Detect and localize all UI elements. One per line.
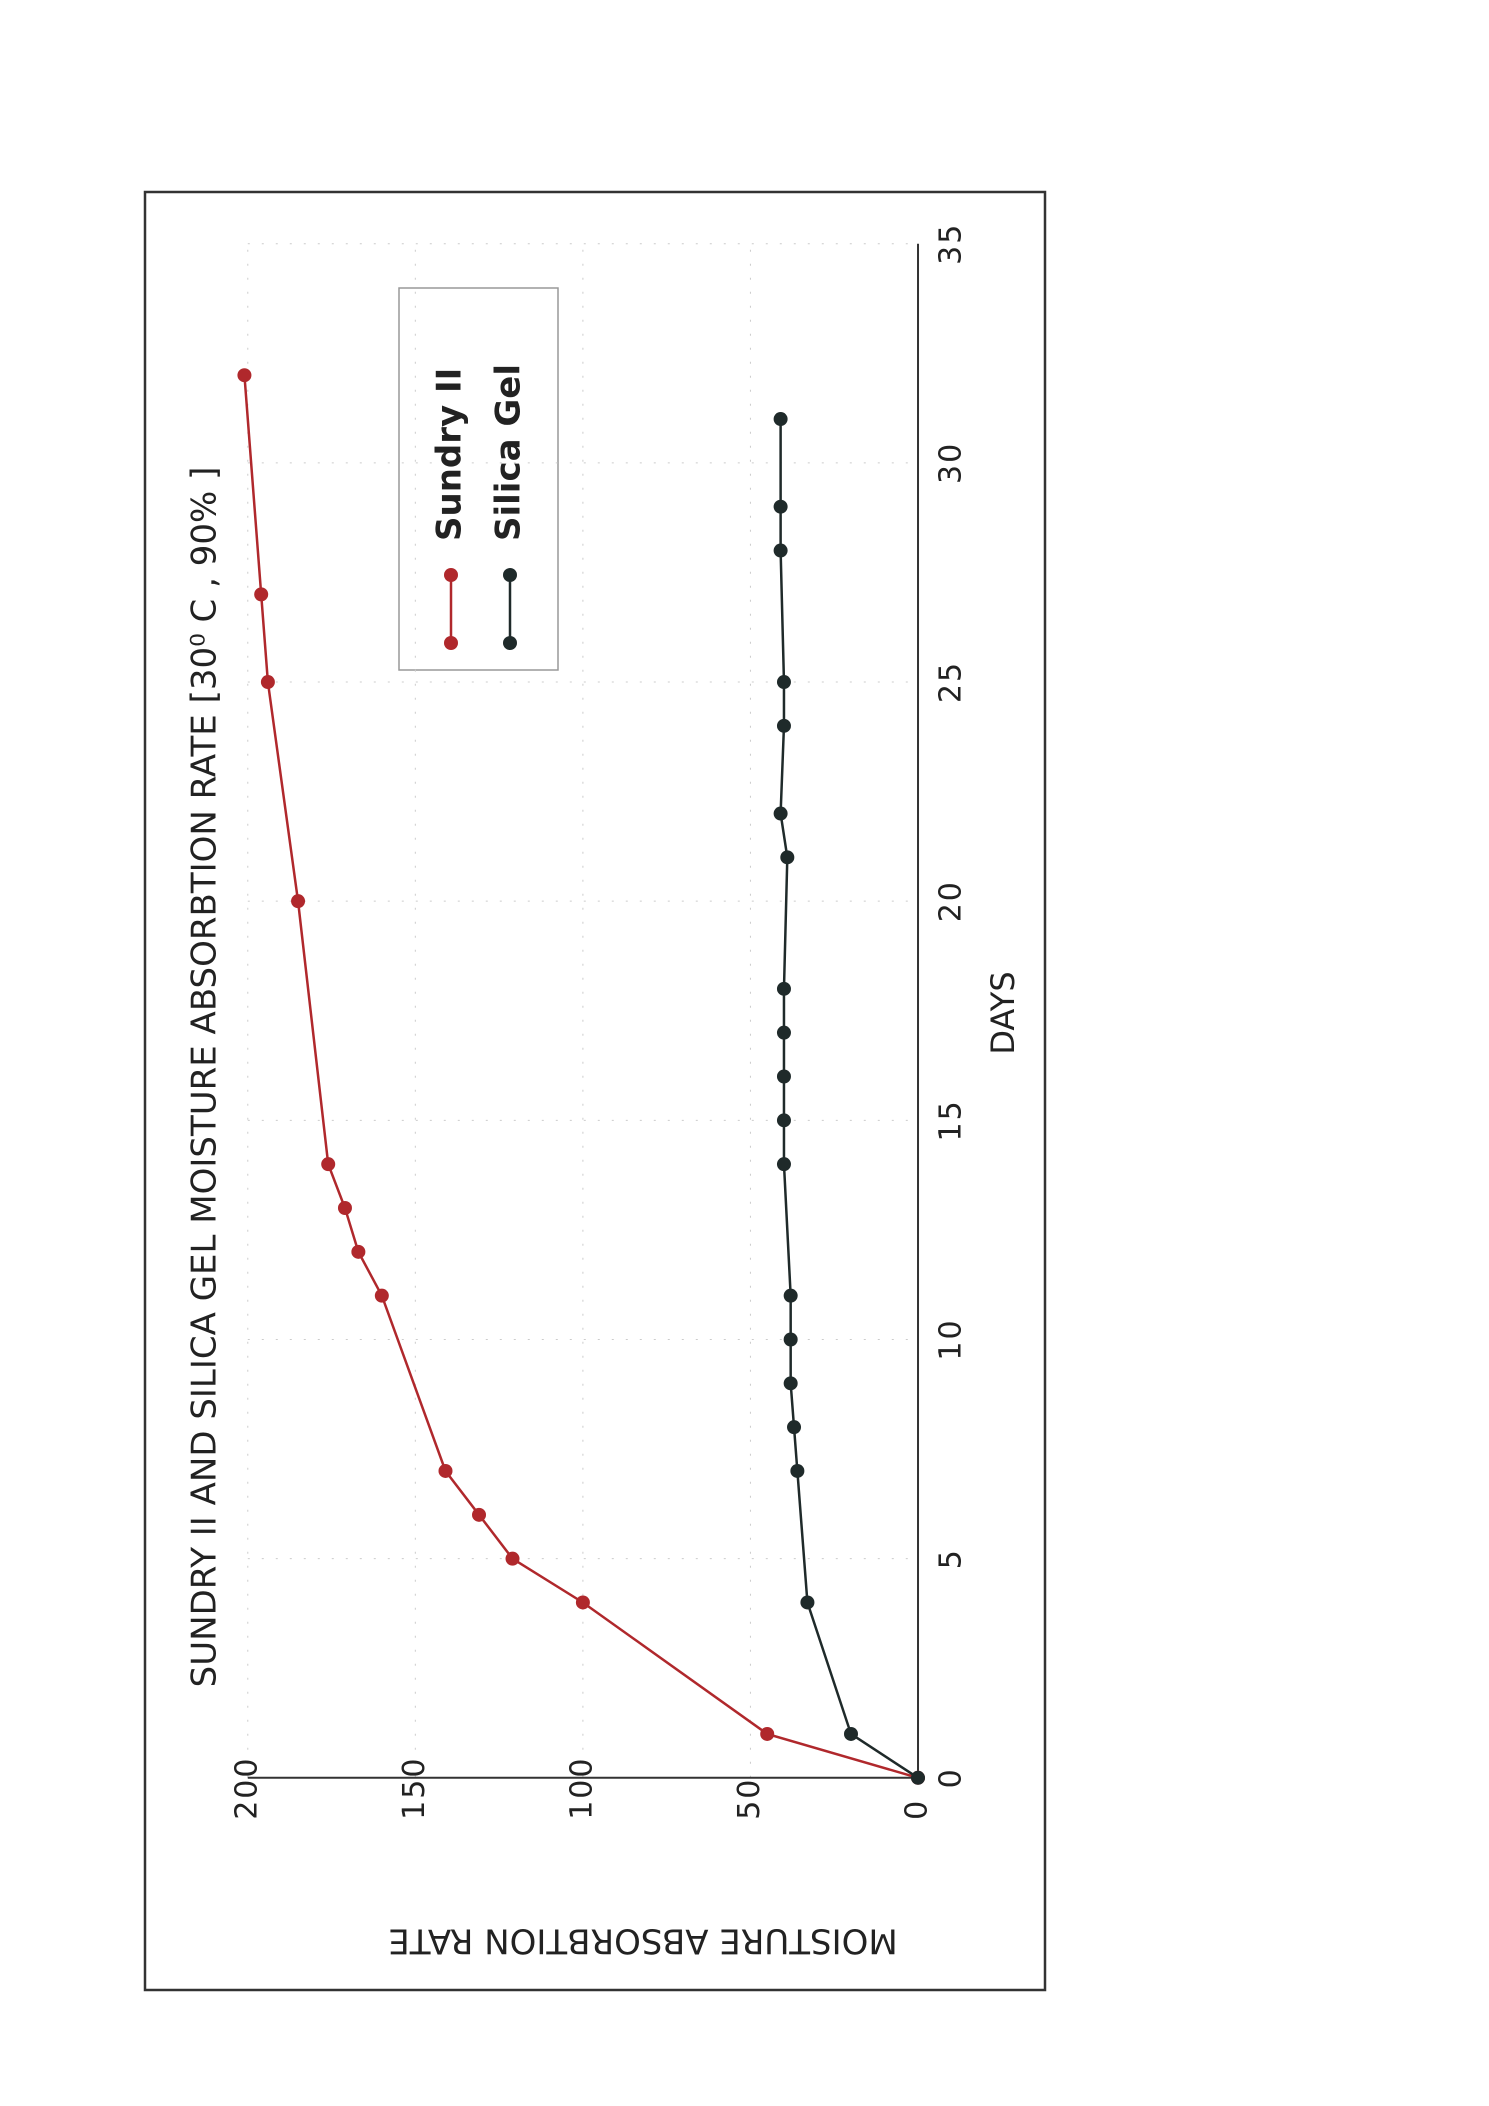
y-axis-label: MOISTURE ABSORBTION RATE: [388, 1921, 897, 1961]
data-point: [505, 1551, 520, 1566]
y-tick-label: 200: [229, 1757, 264, 1820]
data-point: [800, 1595, 815, 1610]
data-point: [783, 1376, 798, 1391]
data-point: [351, 1244, 366, 1259]
data-point: [783, 1332, 798, 1347]
data-point: [773, 806, 788, 821]
data-point: [575, 1595, 590, 1610]
data-point: [254, 587, 269, 602]
x-tick-label: 25: [934, 661, 969, 703]
data-point: [776, 981, 791, 996]
data-point: [260, 675, 275, 690]
data-point: [760, 1726, 775, 1741]
data-point: [776, 1025, 791, 1040]
x-tick-label: 35: [934, 223, 969, 265]
data-point: [776, 1113, 791, 1128]
data-point: [773, 543, 788, 558]
x-tick-label: 5: [934, 1548, 969, 1569]
legend-marker: [444, 568, 458, 582]
data-point: [291, 894, 306, 909]
y-tick-label: 100: [564, 1757, 599, 1820]
x-tick-label: 0: [934, 1767, 969, 1788]
x-tick-label: 30: [934, 442, 969, 484]
data-point: [776, 1157, 791, 1172]
chart-frame: [143, 190, 1047, 1992]
data-point: [911, 1770, 926, 1785]
data-point: [337, 1201, 352, 1216]
data-point: [776, 1069, 791, 1084]
series-line: [243, 375, 919, 1780]
x-tick-label: 10: [934, 1318, 969, 1360]
x-tick-label: 15: [934, 1099, 969, 1141]
legend-marker: [444, 636, 458, 650]
data-point: [776, 718, 791, 733]
chart-title: SUNDRY II AND SILICA GEL MOISTURE ABSORB…: [185, 467, 225, 1688]
data-point: [321, 1157, 336, 1172]
data-point: [780, 850, 795, 865]
legend-label: Silica Gel: [489, 364, 529, 541]
data-point: [773, 412, 788, 427]
data-point: [783, 1288, 798, 1303]
legend-label: Sundry II: [430, 368, 470, 541]
y-tick-label: 50: [732, 1778, 767, 1820]
data-point: [776, 675, 791, 690]
series-line: [779, 419, 919, 1779]
data-point: [773, 499, 788, 514]
legend-marker: [503, 568, 517, 582]
legend-marker: [503, 636, 517, 650]
data-point: [787, 1420, 802, 1435]
x-axis-label: DAYS: [984, 971, 1022, 1054]
y-tick-label: 150: [397, 1757, 432, 1820]
data-point: [438, 1463, 453, 1478]
data-point: [237, 368, 252, 383]
legend-box: [398, 287, 559, 671]
y-tick-label: 0: [900, 1799, 935, 1820]
x-tick-label: 20: [934, 880, 969, 922]
data-point: [843, 1726, 858, 1741]
data-point: [472, 1507, 487, 1522]
data-point: [790, 1463, 805, 1478]
data-point: [374, 1288, 389, 1303]
